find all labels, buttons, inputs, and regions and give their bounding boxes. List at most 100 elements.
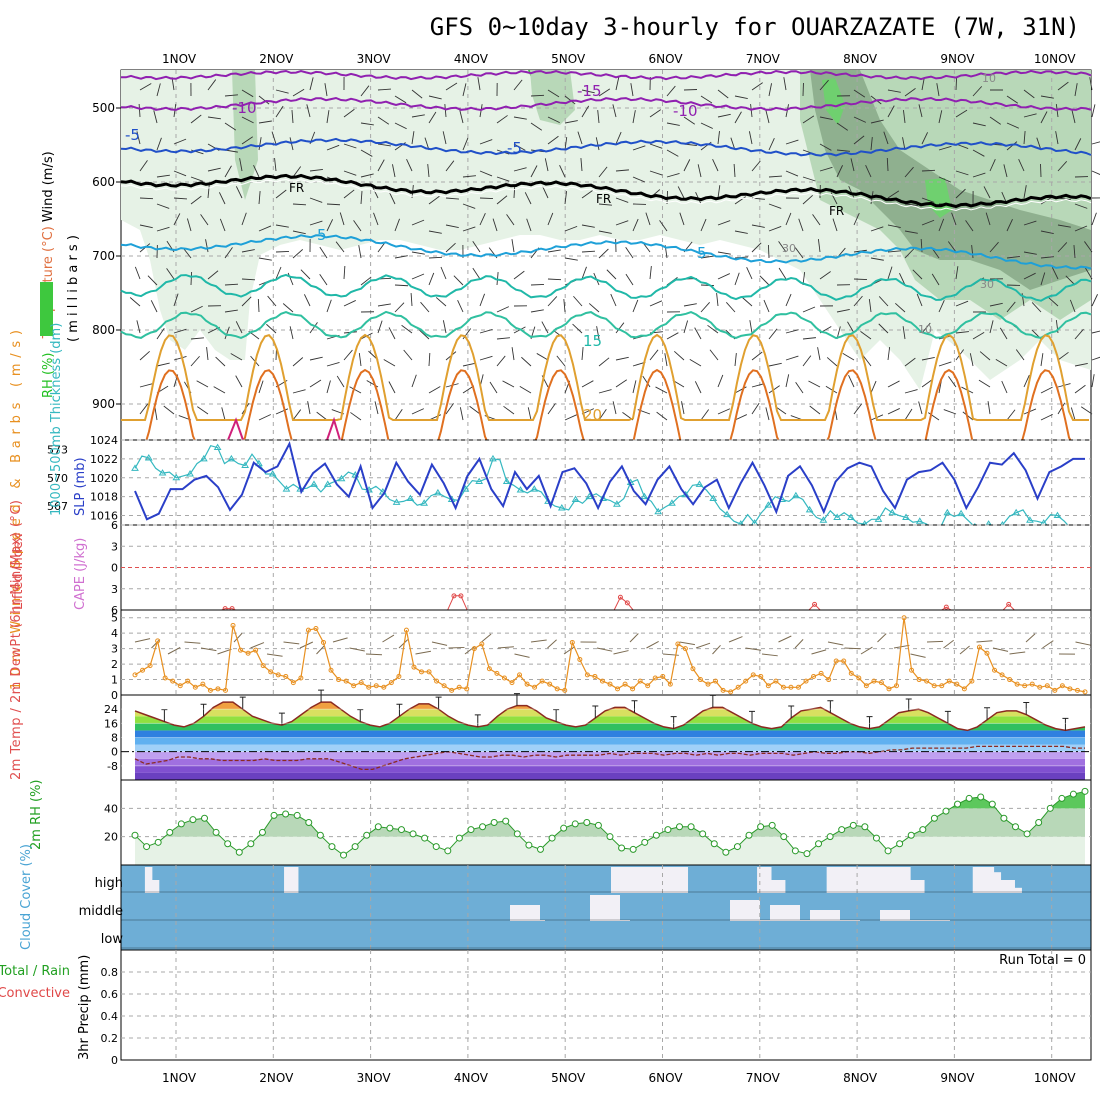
rh-marker	[258, 828, 266, 836]
upper-wind-barb	[267, 295, 277, 307]
upper-wind-barb	[853, 278, 868, 281]
upper-wind-barb	[266, 323, 277, 334]
upper-wind-barb	[219, 218, 226, 232]
cloud-cell	[645, 867, 654, 893]
upper-wind-barb	[734, 230, 748, 234]
upper-wind-barb	[904, 203, 918, 206]
upper-y-labels: RH (%) Temperature (°C) Wind (m/s) ( m i…	[40, 151, 81, 398]
precip-tick-label: 0.2	[101, 1032, 119, 1045]
upper-wind-barb	[632, 380, 637, 394]
cloud-cell	[875, 867, 883, 893]
cloud-series	[144, 867, 1022, 921]
cloud-cell	[882, 867, 890, 893]
upper-wind-barb	[235, 375, 243, 388]
upper-wind-barb	[677, 186, 685, 199]
upper-wind-barb	[1006, 219, 1013, 232]
upper-wind-barb	[477, 77, 481, 91]
upper-wind-barb	[862, 355, 872, 367]
upper-wind-barb	[526, 218, 532, 232]
upper-wind-barb	[1091, 330, 1100, 334]
upper-wind-barb	[581, 89, 595, 94]
temp-minmax-bar	[631, 700, 638, 713]
precip-tick-label: 0	[111, 1054, 118, 1067]
upper-wind-barb	[479, 329, 493, 334]
upper-wind-barb	[717, 113, 731, 118]
rh-tick-label: 40	[104, 802, 118, 815]
upper-wind-barb	[853, 403, 863, 415]
upper-wind-barb	[564, 225, 578, 232]
rh-marker	[861, 823, 869, 831]
upper-wind-barb	[1073, 245, 1076, 259]
upper-wind-barb	[377, 159, 385, 172]
upper-wind-barb	[442, 131, 447, 145]
upper-wind-barb	[138, 103, 141, 118]
wind10m-marker	[283, 673, 289, 679]
rh-marker	[838, 826, 846, 834]
upper-wind-barb	[632, 299, 639, 313]
wind10m-barb	[893, 644, 910, 649]
upper-wind-barb	[428, 111, 437, 124]
temp-panel-label: 2m Temp / 2m DewPt (6hr Min/Max) (°C)	[9, 500, 24, 780]
upper-wind-barb	[377, 143, 391, 147]
rh-marker	[954, 800, 962, 808]
upper-wind-barb	[241, 136, 254, 145]
temp-minmax-bar	[435, 696, 442, 710]
thickness-marker	[131, 464, 139, 471]
upper-wind-barb	[173, 213, 181, 226]
wind10m-barb	[1025, 633, 1036, 643]
upper-wind-barb	[716, 293, 719, 307]
wind10m-barb	[778, 635, 792, 643]
wind10m-marker	[931, 683, 937, 689]
date-label-bottom: 1NOV	[162, 1071, 197, 1085]
rh-marker	[235, 848, 243, 856]
wind10m-barb	[728, 636, 743, 643]
upper-wind-barb	[479, 355, 493, 361]
wind10m-marker	[524, 681, 530, 687]
contour-label: FR	[596, 192, 611, 206]
cloud-layer-low: low	[101, 932, 124, 947]
upper-wind-barb	[785, 293, 792, 307]
upper-wind-barb	[564, 137, 568, 151]
upper-wind-barb	[309, 220, 323, 226]
temp-band	[135, 751, 1085, 759]
upper-wind-barb	[581, 105, 590, 118]
cloud-cell	[1000, 880, 1009, 893]
upper-wind-barb	[428, 352, 431, 367]
upper-wind-barb	[190, 271, 193, 286]
rh-marker	[1000, 814, 1008, 822]
rh-marker	[131, 831, 139, 839]
rh-marker	[699, 830, 707, 838]
upper-wind-barb	[971, 245, 974, 259]
cloud-cell	[151, 880, 160, 893]
upper-wind-barb	[936, 83, 940, 97]
upper-wind-barb	[666, 332, 679, 340]
thickness-marker	[434, 488, 442, 496]
cloud-cell	[840, 867, 849, 893]
upper-wind-barb	[741, 297, 753, 307]
wind10m-barbs	[134, 633, 1091, 658]
upper-wind-barb	[411, 251, 425, 255]
upper-wind-barb	[392, 164, 396, 178]
upper-wind-barb	[343, 300, 356, 307]
cloud-cell	[1014, 887, 1022, 893]
upper-wind-barb	[394, 408, 403, 421]
cloud-cell	[652, 867, 661, 893]
upper-wind-barb	[694, 381, 702, 394]
slp-tick-label: 1022	[90, 453, 118, 466]
upper-wind-barb	[513, 270, 525, 280]
wind10m-marker	[871, 678, 877, 684]
wind10m-barb	[530, 639, 547, 643]
upper-wind-barb	[360, 276, 372, 286]
wind10m-marker	[162, 675, 168, 681]
upper-wind-barb	[1006, 95, 1019, 104]
wind10m-barb	[745, 647, 762, 651]
upper-wind-barb	[768, 83, 773, 97]
upper-wind-barb	[679, 212, 685, 226]
wind10m-marker	[207, 687, 213, 693]
upper-wind-barb	[751, 82, 763, 91]
upper-wind-barb	[139, 160, 148, 172]
upper-wind-barb	[275, 251, 290, 253]
temp-minmax-bar	[1023, 701, 1030, 715]
rh-marker	[872, 834, 880, 842]
upper-wind-barb	[241, 116, 254, 124]
